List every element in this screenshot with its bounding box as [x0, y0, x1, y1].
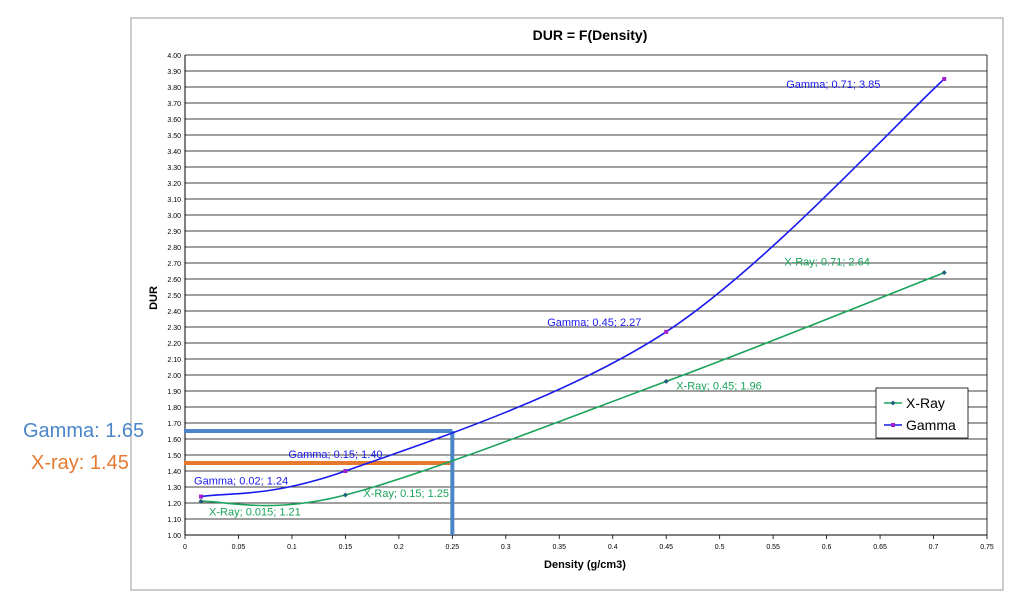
- x-ray-data-label: X-Ray; 0.15; 1.25: [363, 488, 449, 500]
- xray-point-marker: [198, 498, 204, 504]
- gamma-data-label: Gamma; 0.02; 1.24: [194, 476, 288, 488]
- x-tick-label: 0.55: [766, 544, 780, 551]
- y-tick-label: 3.10: [167, 197, 181, 204]
- x-tick-label: 0.35: [552, 544, 566, 551]
- x-tick-label: 0.1: [287, 544, 297, 551]
- xray-point-marker: [342, 492, 348, 498]
- x-tick-label: 0.25: [446, 544, 460, 551]
- xray-reading-label: X-ray: 1.45: [31, 452, 129, 474]
- y-tick-label: 1.90: [167, 389, 181, 396]
- chart-title: DUR = F(Density): [533, 27, 648, 43]
- x-tick-label: 0.05: [232, 544, 246, 551]
- y-tick-label: 3.80: [167, 85, 181, 92]
- x-tick-label: 0.65: [873, 544, 887, 551]
- legend-marker-gamma: [891, 423, 895, 427]
- y-tick-label: 2.70: [167, 261, 181, 268]
- y-tick-label: 2.50: [167, 293, 181, 300]
- y-tick-label: 2.20: [167, 341, 181, 348]
- y-tick-label: 3.20: [167, 181, 181, 188]
- legend-label-gamma: Gamma: [906, 417, 956, 433]
- y-tick-label: 3.60: [167, 117, 181, 124]
- y-tick-label: 1.70: [167, 421, 181, 428]
- x-ray-data-label: X-Ray; 0.71; 2.64: [784, 257, 870, 269]
- y-tick-label: 3.90: [167, 69, 181, 76]
- y-tick-label: 2.40: [167, 309, 181, 316]
- y-tick-label: 1.30: [167, 485, 181, 492]
- x-axis-label: Density (g/cm3): [544, 559, 626, 571]
- xray-point-marker: [663, 378, 669, 384]
- legend-label-x-ray: X-Ray: [906, 395, 945, 411]
- gamma-reading-label: Gamma: 1.65: [23, 420, 145, 442]
- y-tick-label: 3.70: [167, 101, 181, 108]
- y-tick-label: 1.10: [167, 517, 181, 524]
- y-tick-label: 3.30: [167, 165, 181, 172]
- y-tick-label: 1.60: [167, 437, 181, 444]
- y-tick-label: 1.50: [167, 453, 181, 460]
- y-tick-label: 3.00: [167, 213, 181, 220]
- x-tick-label: 0.2: [394, 544, 404, 551]
- y-tick-label: 1.20: [167, 501, 181, 508]
- x-tick-label: 0.7: [929, 544, 939, 551]
- x-ray-series-line: [201, 271, 945, 507]
- legend-box: [875, 387, 969, 439]
- legend-marker-xray: [890, 400, 896, 406]
- x-tick-label: 0.5: [715, 544, 725, 551]
- y-tick-label: 2.30: [167, 325, 181, 332]
- y-tick-label: 2.80: [167, 245, 181, 252]
- x-ray-data-label: X-Ray; 0.015; 1.21: [209, 506, 301, 518]
- gamma-point-marker: [942, 77, 947, 81]
- y-tick-label: 1.00: [167, 533, 181, 540]
- x-tick-label: 0: [183, 544, 187, 551]
- y-tick-label: 1.80: [167, 405, 181, 412]
- gamma-data-label: Gamma; 0.15; 1.40: [288, 449, 382, 461]
- y-tick-label: 2.90: [167, 229, 181, 236]
- x-tick-label: 0.6: [822, 544, 832, 551]
- y-tick-label: 3.40: [167, 149, 181, 156]
- x-ray-data-label: X-Ray; 0.45; 1.96: [676, 380, 762, 392]
- xray-point-marker: [941, 270, 947, 276]
- gamma-point-marker: [664, 329, 669, 334]
- gamma-point-marker: [199, 494, 204, 499]
- x-tick-label: 0.4: [608, 544, 618, 551]
- y-tick-label: 2.00: [167, 373, 181, 380]
- gamma-point-marker: [343, 469, 348, 473]
- x-tick-label: 0.75: [980, 544, 994, 551]
- x-tick-label: 0.15: [339, 544, 353, 551]
- x-tick-label: 0.45: [659, 544, 673, 551]
- y-axis-label: DUR: [148, 286, 160, 310]
- gamma-data-label: Gamma; 0.45; 2.27: [547, 317, 641, 329]
- y-tick-label: 4.00: [167, 53, 181, 60]
- x-tick-label: 0.3: [501, 544, 511, 551]
- y-tick-label: 2.10: [167, 357, 181, 364]
- gamma-data-label: Gamma; 0.71; 3.85: [786, 79, 880, 91]
- y-tick-label: 3.50: [167, 133, 181, 140]
- gamma-series-line: [200, 78, 945, 498]
- chart-frame: [130, 17, 1004, 591]
- y-tick-label: 1.40: [167, 469, 181, 476]
- y-tick-label: 2.60: [167, 277, 181, 284]
